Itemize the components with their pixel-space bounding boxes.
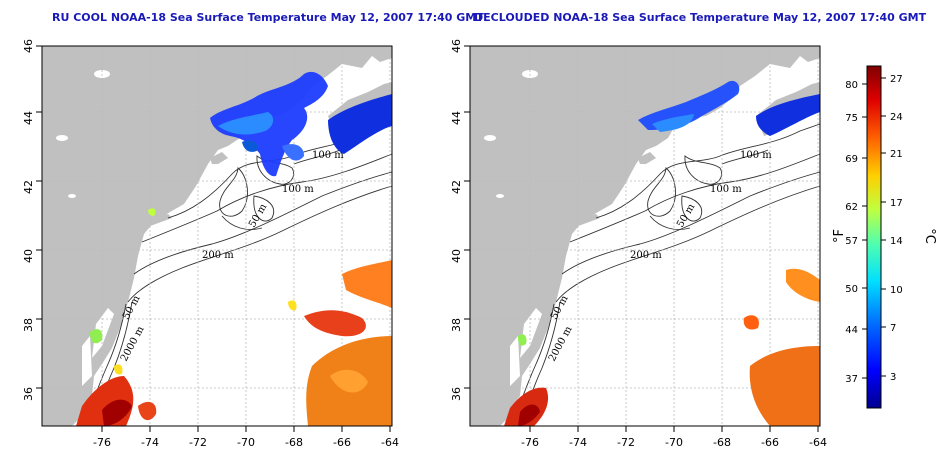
contour-label: 100 m <box>740 150 772 161</box>
fahrenheit-tick: 69 <box>845 154 858 165</box>
left-map-frame <box>41 45 393 427</box>
contour-label: 200 m <box>202 250 234 261</box>
lat-tick-label: 36 <box>22 387 35 401</box>
lat-tick-label: 40 <box>450 249 463 263</box>
right-map-frame <box>469 45 821 427</box>
lon-tick-label: -76 <box>93 436 111 449</box>
fahrenheit-axis-label: °F <box>832 229 847 243</box>
left-axes: 46 44 42 40 38 36 -76 -74 -72 -70 -68 -6… <box>22 39 399 449</box>
fahrenheit-tick: 37 <box>845 374 858 385</box>
lat-tick-label: 44 <box>450 111 463 125</box>
lon-tick-label: -70 <box>237 436 255 449</box>
lon-tick-label: -72 <box>189 436 207 449</box>
lat-tick-label: 38 <box>450 318 463 332</box>
left-panel-title: RU COOL NOAA-18 Sea Surface Temperature … <box>52 11 484 24</box>
left-sst-warm-patches <box>76 208 392 426</box>
celsius-tick: 3 <box>890 372 896 383</box>
lon-tick-label: -64 <box>381 436 399 449</box>
lat-tick-label: 46 <box>450 39 463 53</box>
celsius-tick: 10 <box>890 285 903 296</box>
right-axes: 46 44 42 40 38 36 -76 -74 -72 -70 -68 -6… <box>450 39 827 449</box>
fahrenheit-tick: 44 <box>845 325 858 336</box>
lon-tick-label: -72 <box>617 436 635 449</box>
lon-tick-label: -74 <box>569 436 587 449</box>
right-sst-warm-patches <box>504 268 820 426</box>
lon-tick-label: -70 <box>665 436 683 449</box>
left-map-panel: 100 m 100 m 50 m 200 m 50 m 2000 m <box>41 45 393 427</box>
fahrenheit-tick: 75 <box>845 113 858 124</box>
lon-tick-label: -66 <box>761 436 779 449</box>
fahrenheit-tick: 62 <box>845 202 858 213</box>
lat-tick-label: 42 <box>22 180 35 194</box>
lat-tick-label: 46 <box>22 39 35 53</box>
right-sst-cold-patches <box>638 80 820 136</box>
lat-tick-label: 36 <box>450 387 463 401</box>
contour-label: 100 m <box>710 184 742 195</box>
lat-tick-label: 42 <box>450 180 463 194</box>
celsius-tick: 27 <box>890 74 903 85</box>
left-sst-cold-patches <box>210 71 392 177</box>
lon-tick-label: -74 <box>141 436 159 449</box>
fahrenheit-tick: 57 <box>845 236 858 247</box>
colorbar-gradient <box>866 65 882 409</box>
fahrenheit-tick: 50 <box>845 284 858 295</box>
contour-label: 100 m <box>282 184 314 195</box>
lon-tick-label: -68 <box>713 436 731 449</box>
celsius-tick: 14 <box>890 236 903 247</box>
lon-tick-label: -68 <box>285 436 303 449</box>
celsius-tick: 7 <box>890 323 896 334</box>
lat-tick-label: 40 <box>22 249 35 263</box>
celsius-tick: 24 <box>890 112 903 123</box>
right-map-panel: 100 m 100 m 50 m 200 m 50 m 2000 m <box>469 45 821 427</box>
lat-tick-label: 38 <box>22 318 35 332</box>
celsius-axis-label: °C <box>922 228 937 244</box>
lon-tick-label: -64 <box>809 436 827 449</box>
lat-tick-label: 44 <box>22 111 35 125</box>
contour-label: 200 m <box>630 250 662 261</box>
lon-tick-label: -76 <box>521 436 539 449</box>
celsius-tick: 21 <box>890 149 903 160</box>
lon-tick-label: -66 <box>333 436 351 449</box>
contour-label: 100 m <box>312 150 344 161</box>
celsius-tick: 17 <box>890 198 903 209</box>
fahrenheit-tick: 80 <box>845 80 858 91</box>
right-panel-title: DECLOUDED NOAA-18 Sea Surface Temperatur… <box>474 11 927 24</box>
temperature-colorbar: 80 75 69 62 57 50 44 37 27 24 21 17 14 1… <box>832 65 937 409</box>
